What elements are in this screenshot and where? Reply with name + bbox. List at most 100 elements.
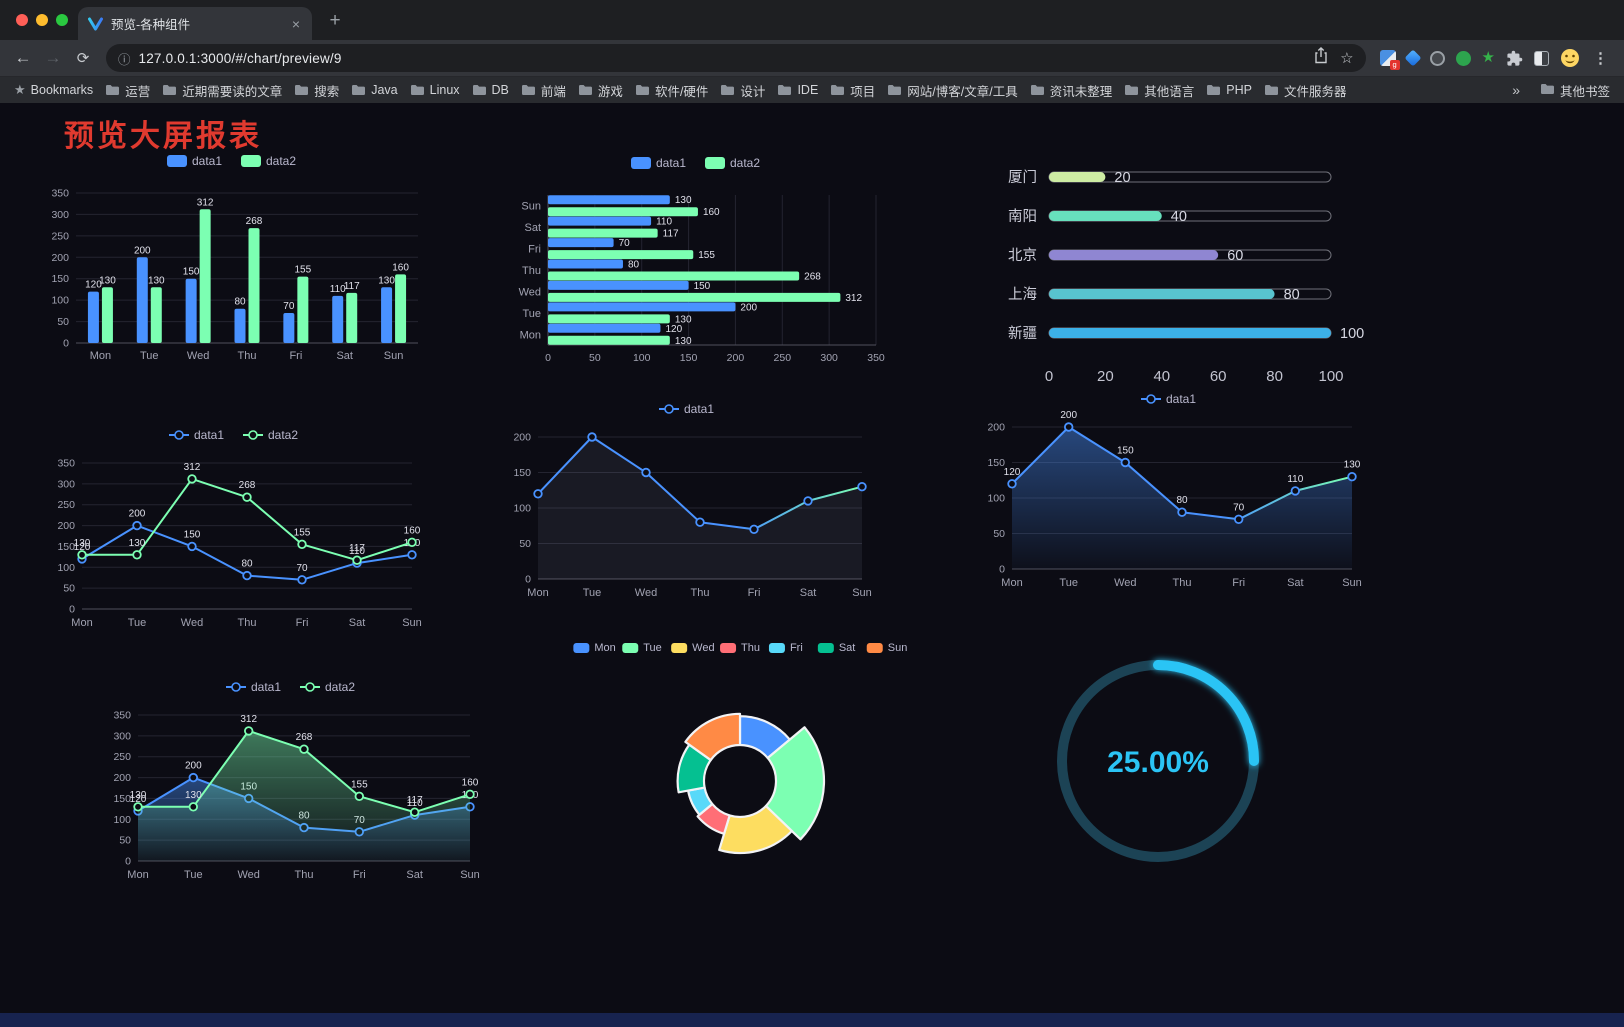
svg-text:60: 60 bbox=[1210, 368, 1227, 385]
extension-badge: g bbox=[1389, 60, 1400, 70]
svg-text:130: 130 bbox=[185, 790, 202, 801]
extension-gem-icon[interactable] bbox=[1404, 49, 1422, 67]
forward-icon[interactable]: → bbox=[44, 48, 62, 67]
reload-icon[interactable]: ⟳ bbox=[76, 50, 90, 67]
svg-text:130: 130 bbox=[675, 314, 692, 325]
bookmarks-overflow-chevron[interactable]: » bbox=[1512, 82, 1520, 98]
bookmark-folder-item[interactable]: 运营 bbox=[99, 79, 156, 102]
svg-text:250: 250 bbox=[51, 230, 69, 242]
svg-text:117: 117 bbox=[407, 795, 423, 806]
address-bar[interactable]: ⓘ 127.0.0.1:3000/#/chart/preview/9 ☆ bbox=[106, 44, 1366, 72]
svg-text:0: 0 bbox=[999, 564, 1005, 576]
bookmark-folder-item[interactable]: 项目 bbox=[824, 79, 881, 102]
extensions-puzzle-icon[interactable] bbox=[1506, 50, 1523, 67]
extension-green-circle-icon[interactable] bbox=[1455, 50, 1471, 66]
svg-text:200: 200 bbox=[185, 761, 202, 772]
svg-text:Wed: Wed bbox=[519, 286, 541, 298]
share-icon[interactable] bbox=[1314, 47, 1328, 69]
svg-text:0: 0 bbox=[63, 338, 69, 350]
bookmark-folder-item[interactable]: Java bbox=[345, 81, 403, 99]
svg-text:117: 117 bbox=[663, 229, 679, 240]
zoom-window-button[interactable] bbox=[56, 14, 68, 26]
bookmark-folder-item[interactable]: 文件服务器 bbox=[1258, 79, 1353, 102]
chart-progress-bars[interactable]: 厦门 20 南阳 40 北京 60 上海 80 新疆 100 0 20 40 60 80 100 bbox=[985, 155, 1377, 395]
chart-line-dual[interactable]: data1 data2 0 50 100 150 200 250 300 350 Mon Tue Wed… bbox=[42, 421, 430, 637]
bookmark-folder-item[interactable]: 网站/博客/文章/工具 bbox=[881, 79, 1023, 102]
svg-text:新疆: 新疆 bbox=[1008, 325, 1037, 342]
folder-icon bbox=[521, 85, 535, 95]
bookmark-folder-item[interactable]: 其他语言 bbox=[1118, 79, 1200, 102]
back-icon[interactable]: ← bbox=[14, 48, 32, 67]
svg-text:150: 150 bbox=[513, 467, 531, 479]
bookmark-folder-item[interactable]: IDE bbox=[771, 81, 824, 99]
svg-text:110: 110 bbox=[1287, 474, 1303, 485]
bookmark-label: 游戏 bbox=[597, 84, 623, 99]
svg-text:20: 20 bbox=[1114, 170, 1130, 186]
svg-text:Fri: Fri bbox=[289, 350, 302, 362]
svg-text:50: 50 bbox=[63, 583, 75, 595]
chart-bar-horizontal[interactable]: data1 data2 0 50 100 150 200 250 300 350 Mon 120 130… bbox=[502, 149, 894, 375]
tab-close-icon[interactable]: × bbox=[291, 15, 300, 32]
bookmark-folder-item[interactable]: 前端 bbox=[515, 79, 572, 102]
extension-translate-icon[interactable]: g bbox=[1379, 50, 1400, 70]
svg-text:Sat: Sat bbox=[524, 222, 541, 234]
svg-text:data2: data2 bbox=[730, 156, 760, 170]
svg-text:70: 70 bbox=[1233, 502, 1245, 513]
extension-star-icon[interactable]: ★ bbox=[1481, 49, 1495, 66]
extension-dark-circle-icon[interactable] bbox=[1429, 50, 1445, 66]
svg-text:Wed: Wed bbox=[181, 617, 203, 629]
bookmark-folder-item[interactable]: DB bbox=[466, 81, 515, 99]
bookmark-folder-item[interactable]: 软件/硬件 bbox=[629, 79, 714, 102]
bookmark-folder-item[interactable]: 搜索 bbox=[288, 79, 345, 102]
svg-text:Fri: Fri bbox=[748, 587, 761, 599]
chart-line-area[interactable]: data1 0 50 100 150 200 Mon Tue Wed Thu Fri Sat Sun 12… bbox=[972, 385, 1370, 597]
folder-icon bbox=[721, 85, 735, 95]
svg-text:130: 130 bbox=[1344, 460, 1361, 471]
svg-text:312: 312 bbox=[845, 293, 862, 304]
minimize-window-button[interactable] bbox=[36, 14, 48, 26]
svg-text:268: 268 bbox=[246, 216, 263, 227]
svg-text:160: 160 bbox=[462, 777, 479, 788]
browser-toolbar: ← → ⟳ ⓘ 127.0.0.1:3000/#/chart/preview/9… bbox=[0, 40, 1624, 77]
chart-line-single[interactable]: data1 0 50 100 150 200 Mon Tue Wed Thu Fri Sat Sun bbox=[498, 395, 880, 607]
svg-text:70: 70 bbox=[619, 238, 631, 249]
bookmark-folder-item[interactable]: Linux bbox=[404, 81, 466, 99]
svg-text:Tue: Tue bbox=[140, 350, 159, 362]
chart-gauge-ring[interactable]: 25.00% bbox=[1040, 639, 1276, 875]
svg-text:250: 250 bbox=[57, 499, 75, 511]
svg-text:0: 0 bbox=[545, 352, 551, 364]
other-bookmarks-item[interactable]: 其他书签 bbox=[1534, 79, 1616, 102]
svg-text:150: 150 bbox=[184, 529, 201, 540]
url-text[interactable]: 127.0.0.1:3000/#/chart/preview/9 bbox=[138, 50, 342, 66]
chart-line-area-dual[interactable]: data1 data2 0 50 100 150 200 250 300 350 Mon Tue Wed… bbox=[98, 673, 488, 889]
svg-text:Fri: Fri bbox=[790, 642, 803, 654]
tab-favicon-icon bbox=[88, 16, 103, 31]
bookmark-folder-item[interactable]: PHP bbox=[1200, 81, 1258, 99]
browser-tab[interactable]: 预览-各种组件 × bbox=[78, 7, 312, 40]
bookmark-folder-item[interactable]: 设计 bbox=[714, 79, 771, 102]
chart-bar-vertical[interactable]: data1 data2 0 50 100 150 200 250 300 350 Mon 120 130… bbox=[36, 147, 432, 373]
bookmark-folder-item[interactable]: 近期需要读的文章 bbox=[156, 79, 288, 102]
svg-text:130: 130 bbox=[148, 275, 165, 286]
bookmark-folder-item[interactable]: 资讯未整理 bbox=[1024, 79, 1119, 102]
menu-kebab-icon[interactable]: ⋮ bbox=[1593, 50, 1608, 67]
svg-text:Mon: Mon bbox=[594, 642, 615, 654]
close-window-button[interactable] bbox=[16, 14, 28, 26]
svg-text:Mon: Mon bbox=[1001, 577, 1022, 589]
bookmark-folder-item[interactable]: 游戏 bbox=[572, 79, 629, 102]
split-view-icon[interactable] bbox=[1534, 50, 1549, 66]
omnibox-actions: ☆ bbox=[1314, 47, 1354, 69]
bookmarks-root-item[interactable]: ★ Bookmarks bbox=[8, 80, 99, 100]
new-tab-button[interactable]: + bbox=[329, 10, 341, 31]
bookmark-label: 运营 bbox=[125, 84, 151, 99]
svg-text:Thu: Thu bbox=[1173, 577, 1192, 589]
svg-text:Mon: Mon bbox=[527, 587, 548, 599]
bookmark-star-icon[interactable]: ☆ bbox=[1340, 50, 1354, 67]
svg-text:Tue: Tue bbox=[1059, 577, 1078, 589]
chart-rose-donut[interactable]: Mon Tue Wed Thu Fri Sat Sun bbox=[545, 635, 935, 885]
svg-text:100: 100 bbox=[51, 295, 69, 307]
profile-avatar[interactable] bbox=[1560, 48, 1580, 68]
site-info-icon[interactable]: ⓘ bbox=[118, 52, 131, 67]
bookmark-label: 软件/硬件 bbox=[654, 84, 709, 99]
svg-text:50: 50 bbox=[57, 316, 69, 328]
